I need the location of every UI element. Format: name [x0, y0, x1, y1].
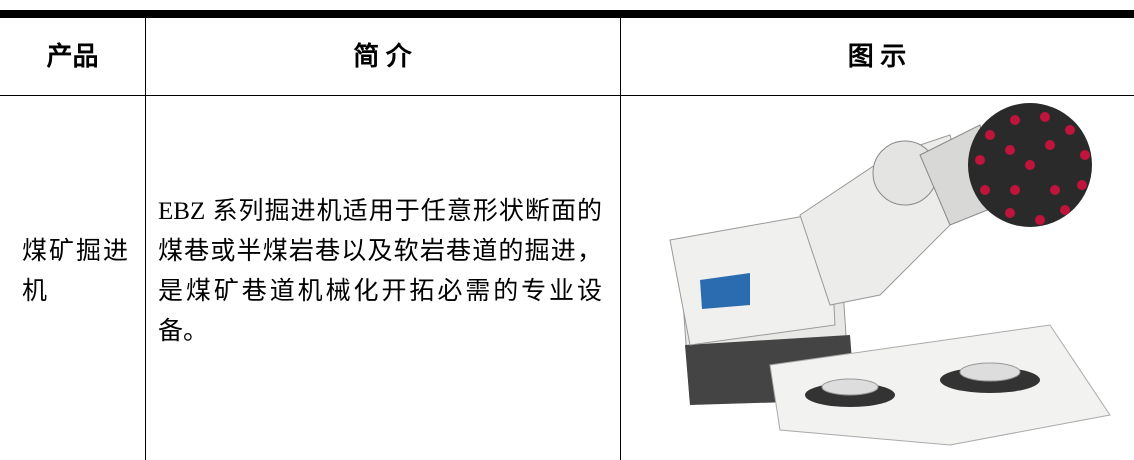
header-cell: 产品	[46, 42, 99, 71]
top-rule	[0, 10, 1134, 18]
product-name: 煤矿掘进机	[22, 238, 128, 305]
machine-image	[669, 103, 1111, 446]
header-cell: 图 示	[847, 42, 907, 71]
header-cell: 简 介	[353, 42, 412, 71]
header-rule	[0, 95, 1134, 96]
column-rule	[145, 18, 146, 460]
product-description: EBZ 系列掘进机适用于任意形状断面的煤巷或半煤岩巷以及软岩巷道的掘进，是煤矿巷…	[158, 198, 602, 345]
column-rule	[620, 18, 621, 460]
